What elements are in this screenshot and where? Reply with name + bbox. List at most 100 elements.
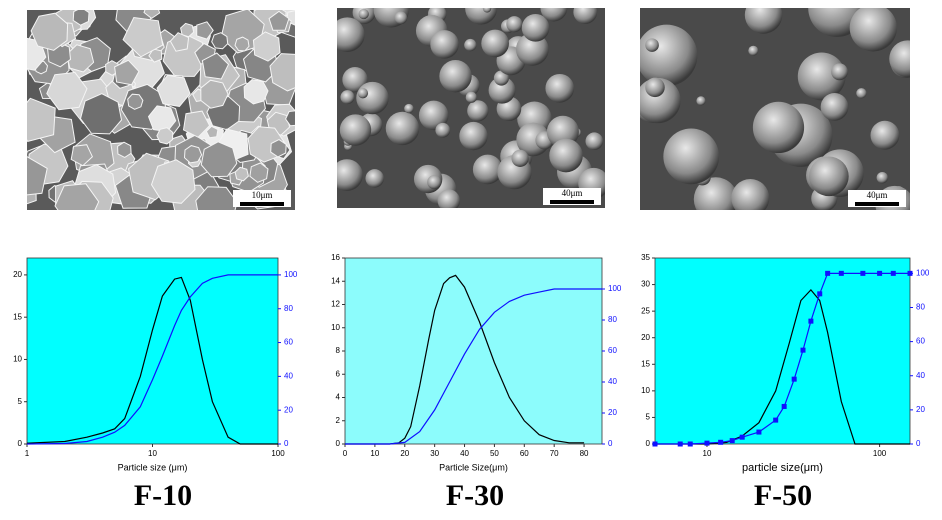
particle xyxy=(521,13,550,42)
particle xyxy=(394,11,408,25)
crystal xyxy=(143,10,161,20)
particle xyxy=(585,132,604,151)
x-tick-label: 80 xyxy=(580,449,589,458)
plot-area xyxy=(344,257,603,445)
y2-tick-label: 80 xyxy=(284,304,293,313)
series-marker xyxy=(773,417,779,423)
particle xyxy=(358,8,369,20)
x-tick-label: 0 xyxy=(343,449,348,458)
particle xyxy=(549,138,583,173)
particle xyxy=(511,149,529,167)
particle xyxy=(849,8,897,52)
particle xyxy=(696,96,706,106)
series-marker xyxy=(860,270,866,276)
crystal xyxy=(269,53,295,92)
x-tick-label: 20 xyxy=(400,449,409,458)
crystal xyxy=(148,48,163,63)
crystal xyxy=(156,74,191,107)
particle xyxy=(493,70,509,86)
plot-area xyxy=(654,257,911,445)
crystal xyxy=(243,79,269,105)
particle xyxy=(876,171,889,184)
series-marker xyxy=(677,441,683,447)
crystal xyxy=(27,97,56,142)
sem-image: 40μm xyxy=(640,8,910,210)
particle xyxy=(752,101,805,154)
crystal xyxy=(249,162,269,183)
particle xyxy=(515,33,549,66)
y2-tick-label: 80 xyxy=(916,303,925,312)
y2-tick-label: 40 xyxy=(608,377,617,386)
x-tick-label: 60 xyxy=(520,449,529,458)
series-marker xyxy=(739,434,745,440)
particle xyxy=(693,177,738,210)
crystal xyxy=(268,10,290,31)
y-tick-label: 15 xyxy=(641,359,650,368)
crystal xyxy=(54,183,100,210)
x-tick-label: 70 xyxy=(550,449,559,458)
crystal xyxy=(200,141,238,178)
crystal xyxy=(205,125,219,139)
y-tick-label: 5 xyxy=(18,397,23,406)
particle xyxy=(506,16,523,33)
y2-tick-label: 0 xyxy=(284,439,289,448)
particle xyxy=(820,93,849,121)
y2-tick-label: 40 xyxy=(284,371,293,380)
series-marker xyxy=(890,270,896,276)
crystal xyxy=(72,10,90,26)
scale-bar xyxy=(550,200,594,204)
particle xyxy=(439,59,472,93)
particle xyxy=(482,8,492,13)
particle xyxy=(340,90,355,105)
crystal xyxy=(234,36,250,52)
crystal xyxy=(196,21,214,40)
crystal xyxy=(183,145,203,164)
y2-tick-label: 60 xyxy=(916,337,925,346)
x-tick-label: 10 xyxy=(148,449,157,458)
crystal xyxy=(46,71,88,111)
series-marker xyxy=(687,441,693,447)
series-marker xyxy=(729,438,735,444)
y-tick-label: 2 xyxy=(336,416,341,425)
particle xyxy=(465,91,477,103)
series-line xyxy=(345,274,585,445)
y-tick-label: 10 xyxy=(641,386,650,395)
y-tick-label: 15 xyxy=(13,312,22,321)
crystal xyxy=(147,105,177,133)
particle xyxy=(573,8,598,25)
y2-tick-label: 20 xyxy=(608,408,617,417)
y2-tick-label: 20 xyxy=(284,405,293,414)
crystal xyxy=(122,16,164,58)
series-marker xyxy=(781,403,787,409)
y2-tick-label: 100 xyxy=(916,268,930,277)
series-marker xyxy=(718,439,724,445)
crystal xyxy=(234,166,249,182)
particle xyxy=(357,87,369,99)
y-tick-label: 35 xyxy=(641,253,650,262)
series-line xyxy=(26,274,278,445)
x-tick-label: 50 xyxy=(490,449,499,458)
plot-area xyxy=(26,257,279,445)
crystal xyxy=(270,139,287,158)
particle xyxy=(356,81,389,115)
y-tick-label: 20 xyxy=(641,333,650,342)
x-axis-label: Particle size (μm) xyxy=(118,462,188,472)
series-marker xyxy=(808,318,814,324)
scale-bar xyxy=(855,202,899,206)
particle xyxy=(540,8,568,22)
x-tick-label: 100 xyxy=(873,449,887,458)
y-tick-label: 16 xyxy=(331,253,340,262)
particle xyxy=(640,24,698,87)
crystal xyxy=(201,52,230,80)
particle xyxy=(342,67,368,93)
y-tick-label: 5 xyxy=(646,413,651,422)
series-marker xyxy=(907,270,913,276)
particle xyxy=(744,8,783,34)
series-line xyxy=(26,276,278,445)
particle xyxy=(472,154,503,185)
crystal xyxy=(114,59,140,86)
series-marker xyxy=(791,376,797,382)
particle xyxy=(465,8,498,25)
scale-label: 40μm xyxy=(867,190,888,200)
